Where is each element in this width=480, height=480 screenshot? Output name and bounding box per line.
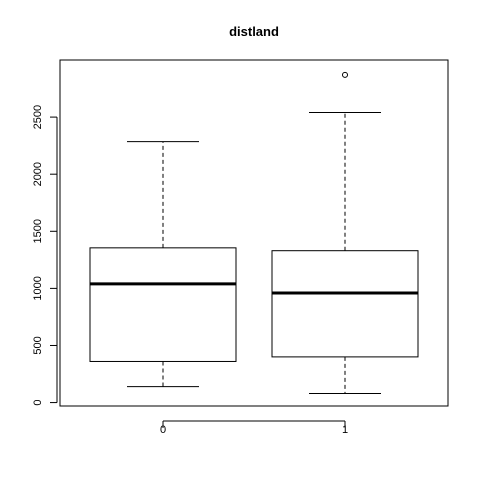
y-tick-label: 2000 xyxy=(32,162,44,186)
y-tick-label: 500 xyxy=(32,336,44,354)
boxes-layer xyxy=(89,71,419,394)
box-group-0 xyxy=(89,141,237,388)
y-tick-label: 1000 xyxy=(32,276,44,300)
y-tick-label: 0 xyxy=(32,400,44,406)
plot-frame xyxy=(59,59,449,407)
x-tick-label: 0 xyxy=(160,424,166,436)
outlier-point xyxy=(342,71,348,78)
iqr-box xyxy=(271,250,419,358)
box-group-1 xyxy=(271,71,419,394)
x-tick-label: 1 xyxy=(342,424,348,436)
y-tick-label: 1500 xyxy=(32,219,44,243)
chart-title: distland xyxy=(229,24,279,39)
iqr-box xyxy=(89,247,237,362)
y-tick-label: 2500 xyxy=(32,105,44,129)
y-axis: 0 500 1000 1500 2000 2500 xyxy=(32,105,58,406)
